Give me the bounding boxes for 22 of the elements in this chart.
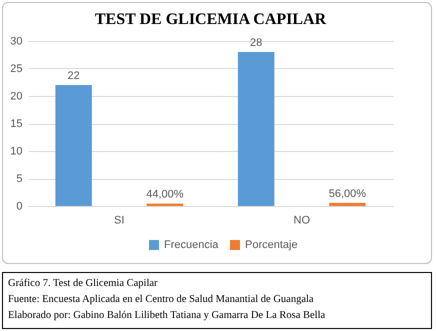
y-tick-label: 20 <box>10 90 22 102</box>
data-label: 28 <box>250 37 262 49</box>
data-label: 44,00% <box>146 188 184 201</box>
y-tick-label: 30 <box>10 36 22 48</box>
y-tick-label: 5 <box>16 173 22 185</box>
text: Elaborado por: Gabino Balón Lilibeth Tatiana y Gamarra De La Rosa Bella <box>8 309 326 323</box>
y-tick-label: 10 <box>10 146 22 158</box>
x-tick-label: SI <box>114 214 124 226</box>
data-label: 56,00% <box>328 188 366 200</box>
legend-label: Frecuencia <box>164 239 220 251</box>
source-note: Fuente: Encuesta Aplicada en el Centro de Salud Manantial de Guangala <box>8 293 315 307</box>
text: Gráfico 7. Test de Glicemia Capilar <box>8 277 159 291</box>
x-tick-label: NO <box>294 214 310 226</box>
bar <box>55 85 92 206</box>
bar <box>238 52 274 206</box>
chart-title: TEST DE GLICEMIA CAPILAR <box>94 11 327 28</box>
bar <box>329 202 366 206</box>
legend-label: Porcentaje <box>245 239 298 251</box>
y-tick-label: 0 <box>16 200 22 212</box>
y-tick-label: 15 <box>10 118 22 130</box>
data-label: 22 <box>68 70 80 82</box>
y-tick-label: 25 <box>10 63 22 75</box>
